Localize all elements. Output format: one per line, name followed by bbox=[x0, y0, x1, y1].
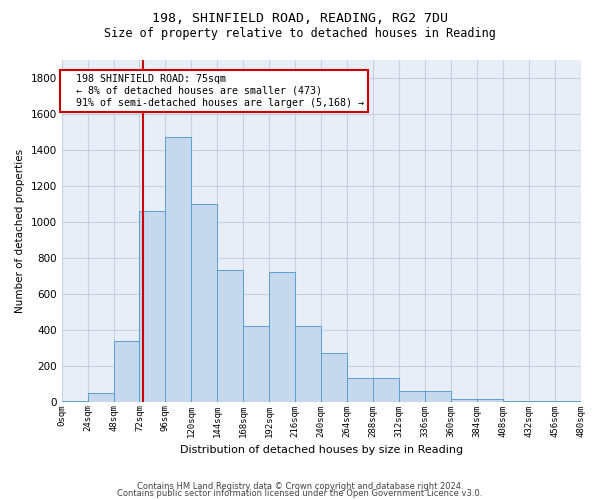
Bar bbox=[62, 400, 88, 402]
Y-axis label: Number of detached properties: Number of detached properties bbox=[15, 149, 25, 313]
Bar bbox=[503, 400, 529, 402]
Bar bbox=[295, 326, 321, 402]
Bar bbox=[217, 270, 243, 402]
Text: Size of property relative to detached houses in Reading: Size of property relative to detached ho… bbox=[104, 28, 496, 40]
Bar bbox=[477, 399, 503, 402]
Bar bbox=[373, 378, 399, 402]
Bar bbox=[269, 272, 295, 402]
Bar bbox=[347, 378, 373, 402]
Bar bbox=[451, 399, 477, 402]
Bar bbox=[191, 204, 217, 402]
Bar bbox=[88, 392, 113, 402]
Text: 198, SHINFIELD ROAD, READING, RG2 7DU: 198, SHINFIELD ROAD, READING, RG2 7DU bbox=[152, 12, 448, 26]
Bar bbox=[139, 211, 166, 402]
Bar bbox=[425, 391, 451, 402]
Bar bbox=[243, 326, 269, 402]
Text: Contains public sector information licensed under the Open Government Licence v3: Contains public sector information licen… bbox=[118, 490, 482, 498]
Text: Contains HM Land Registry data © Crown copyright and database right 2024.: Contains HM Land Registry data © Crown c… bbox=[137, 482, 463, 491]
Text: 198 SHINFIELD ROAD: 75sqm
  ← 8% of detached houses are smaller (473)
  91% of s: 198 SHINFIELD ROAD: 75sqm ← 8% of detach… bbox=[64, 74, 364, 108]
Bar bbox=[166, 138, 191, 402]
X-axis label: Distribution of detached houses by size in Reading: Distribution of detached houses by size … bbox=[179, 445, 463, 455]
Bar bbox=[399, 391, 425, 402]
Bar bbox=[321, 353, 347, 402]
Bar bbox=[113, 340, 139, 402]
